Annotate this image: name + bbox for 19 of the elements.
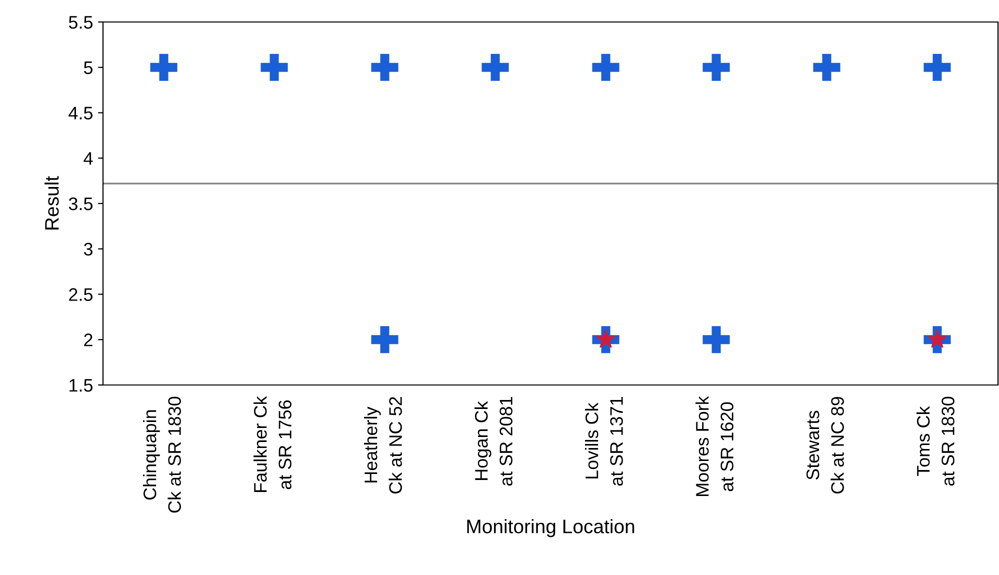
x-tick-label: Heatherly Ck at NC 52 (364, 397, 402, 494)
y-tick-label: 1.5 (70, 379, 93, 392)
y-tick-label: 2.5 (69, 288, 93, 301)
y-tick-label: 3.5 (68, 197, 93, 210)
y-tick-label: 5.5 (68, 16, 93, 29)
y-tick-label: 4.5 (68, 106, 93, 120)
y-axis-title: Result (44, 176, 59, 230)
x-tick-label: Faulkner Ck at SR 1756 (254, 396, 292, 492)
y-tick-label: 3 (84, 242, 92, 256)
x-tick-label: Stewarts Ck at NC 89 (806, 396, 844, 494)
x-tick-label: Chinquapin Ck at SR 1830 (143, 396, 181, 513)
y-tick-label: 4 (84, 152, 93, 165)
x-tick-label: Moores Fork at SR 1620 (695, 396, 734, 496)
x-tick-label: Toms Ck at SR 1830 (916, 396, 954, 486)
x-tick-label: Hogan Ck at SR 2081 (474, 396, 512, 486)
x-tick-label: Lovills Ck at SR 1371 (584, 396, 623, 486)
y-tick-label: 5 (84, 61, 93, 74)
y-tick-label: 2 (84, 334, 92, 346)
x-axis-title: Monitoring Location (467, 519, 634, 538)
